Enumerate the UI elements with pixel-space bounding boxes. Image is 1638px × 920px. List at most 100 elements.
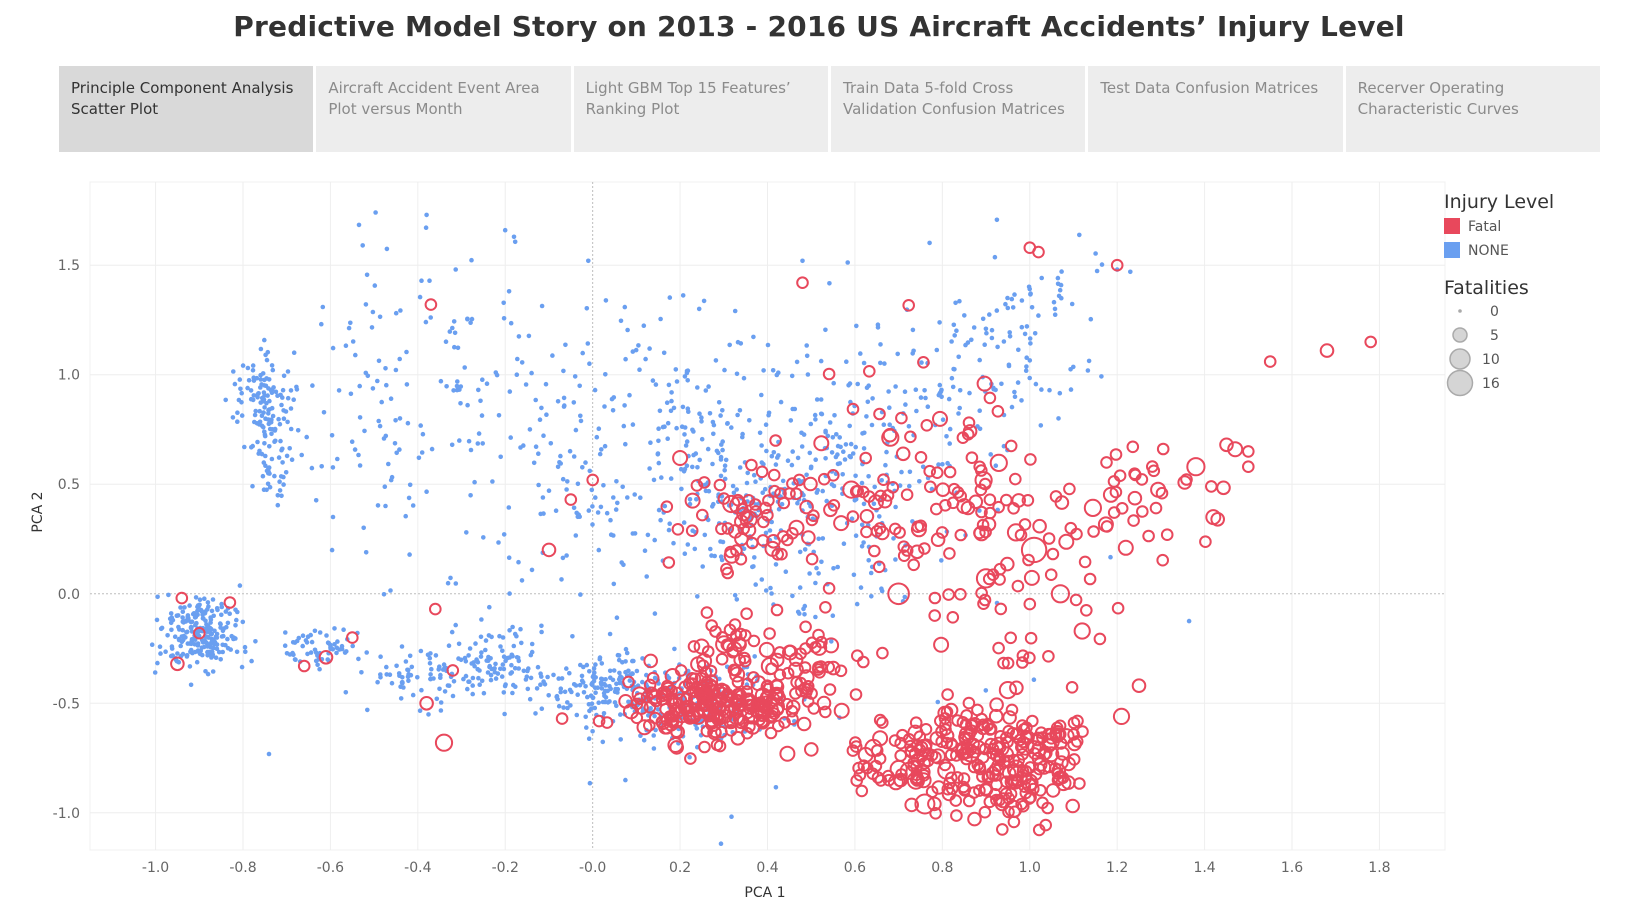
- data-point-none: [637, 367, 642, 373]
- data-point-fatal: [799, 620, 812, 634]
- data-point-none: [583, 684, 588, 689]
- tab-pca-scatter-plot[interactable]: Principle Component Analysis Scatter Plo…: [59, 66, 314, 152]
- data-point-none: [429, 666, 434, 672]
- data-point-none: [529, 641, 535, 647]
- data-point-none: [556, 676, 561, 681]
- size-legend-label-5: 5: [1490, 328, 1499, 344]
- data-point-fatal: [729, 496, 748, 515]
- data-point-none: [528, 652, 534, 658]
- tab-feature-ranking-plot[interactable]: Light GBM Top 15 Features’ Ranking Plot: [573, 66, 828, 152]
- data-point-none: [539, 706, 545, 711]
- data-point-none: [317, 630, 323, 635]
- data-point-none: [801, 432, 807, 437]
- data-point-none: [878, 342, 883, 347]
- data-point-none: [373, 210, 378, 215]
- data-point-none: [555, 399, 561, 404]
- data-point-none: [666, 527, 672, 533]
- data-point-fatal: [1020, 536, 1048, 564]
- data-point-fatal: [975, 568, 997, 589]
- data-point-none: [967, 390, 972, 396]
- data-point-none: [665, 436, 670, 442]
- data-point-none: [623, 356, 628, 362]
- data-point-none: [682, 425, 688, 430]
- data-point-none: [559, 577, 564, 582]
- data-point-none: [506, 289, 512, 294]
- data-point-none: [936, 462, 941, 467]
- data-point-none: [1003, 301, 1008, 307]
- data-point-fatal: [813, 435, 830, 452]
- data-point-none: [651, 733, 656, 738]
- data-point-fatal: [1058, 533, 1075, 550]
- data-point-none: [490, 479, 495, 484]
- data-point-none: [661, 350, 667, 356]
- data-point-fatal: [895, 446, 911, 462]
- data-point-none: [902, 389, 908, 395]
- data-point-none: [209, 638, 215, 644]
- data-point-none: [180, 615, 185, 620]
- data-point-none: [685, 406, 691, 412]
- data-point-fatal: [978, 805, 992, 819]
- tab-cross-validation-matrices[interactable]: Train Data 5-fold Cross Validation Confu…: [830, 66, 1086, 152]
- data-point-fatal: [747, 671, 760, 684]
- data-point-none: [870, 396, 875, 401]
- data-point-none: [727, 342, 732, 348]
- data-point-none: [866, 558, 871, 563]
- data-point-fatal: [785, 699, 801, 715]
- data-point-none: [672, 646, 677, 652]
- data-point-none: [994, 308, 1000, 313]
- data-point-fatal: [965, 451, 979, 465]
- data-point-none: [188, 649, 193, 655]
- size-legend-title: Fatalities: [1444, 277, 1529, 299]
- data-point-fatal: [1242, 445, 1255, 458]
- data-point-none: [630, 422, 636, 427]
- data-point-none: [384, 246, 390, 252]
- data-point-fatal: [849, 688, 863, 701]
- data-point-fatal: [648, 689, 663, 705]
- data-point-none: [285, 369, 291, 374]
- data-point-fatal: [834, 664, 848, 678]
- tab-test-confusion-matrices[interactable]: Test Data Confusion Matrices: [1088, 66, 1343, 152]
- data-point-none: [501, 532, 507, 537]
- data-point-none: [795, 609, 801, 615]
- data-point-none: [237, 583, 243, 588]
- data-point-fatal: [424, 298, 438, 311]
- data-point-none: [453, 267, 459, 272]
- data-point-none: [309, 465, 315, 471]
- data-point-none: [814, 397, 820, 402]
- data-point-fatal: [1001, 656, 1015, 670]
- data-point-none: [240, 363, 246, 368]
- data-point-none: [230, 415, 236, 420]
- data-point-none: [270, 367, 276, 373]
- data-point-none: [236, 397, 242, 403]
- tab-event-area-plot[interactable]: Aircraft Accident Event Area Plot versus…: [316, 66, 571, 152]
- data-point-none: [475, 441, 481, 446]
- data-point-none: [816, 536, 821, 542]
- data-point-fatal: [996, 823, 1009, 836]
- data-point-none: [376, 358, 382, 364]
- data-point-none: [450, 693, 456, 699]
- data-point-none: [507, 591, 512, 596]
- data-point-none: [363, 302, 369, 307]
- x-tick-label: -0.6: [317, 860, 344, 876]
- data-point-none: [271, 385, 276, 390]
- data-point-fatal: [1070, 735, 1084, 748]
- data-point-none: [591, 666, 597, 671]
- data-point-none: [319, 321, 324, 327]
- data-point-none: [923, 395, 928, 401]
- data-point-none: [524, 674, 530, 679]
- data-point-fatal: [1042, 760, 1056, 774]
- data-point-none: [258, 377, 264, 382]
- data-point-none: [865, 399, 871, 405]
- data-point-none: [551, 672, 556, 678]
- data-point-none: [977, 357, 982, 363]
- data-point-none: [1007, 334, 1013, 339]
- data-point-fatal: [724, 724, 738, 737]
- data-point-none: [808, 421, 814, 427]
- data-point-none: [245, 365, 251, 371]
- x-tick-label: 1.4: [1193, 860, 1215, 876]
- data-point-none: [465, 402, 470, 408]
- data-point-none: [847, 423, 852, 429]
- tab-roc-curves[interactable]: Recerver Operating Characteristic Curves: [1345, 66, 1600, 152]
- data-point-none: [788, 418, 794, 423]
- data-point-none: [486, 633, 492, 638]
